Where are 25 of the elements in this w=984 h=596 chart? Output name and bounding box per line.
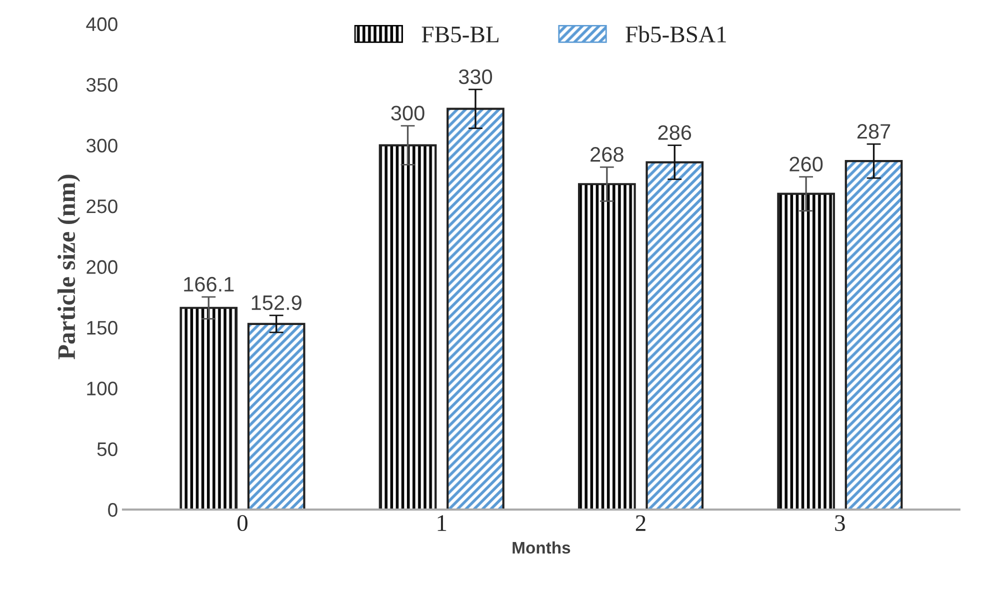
y-tick-label: 100 bbox=[87, 382, 118, 396]
data-label: 166.1 bbox=[184, 276, 234, 292]
data-label: 330 bbox=[458, 69, 492, 84]
x-tick-label: 1 bbox=[438, 515, 446, 531]
y-tick-label: 250 bbox=[86, 199, 118, 214]
legend-label: FB5-BL bbox=[422, 26, 498, 42]
data-label: 152.9 bbox=[252, 295, 302, 310]
y-tick-label: 50 bbox=[97, 442, 118, 456]
data-label: 286 bbox=[658, 125, 692, 140]
y-tick-label: 150 bbox=[87, 320, 118, 335]
data-label: 287 bbox=[857, 124, 890, 139]
y-tick-label: 400 bbox=[86, 17, 118, 32]
y-tick-label: 350 bbox=[86, 78, 118, 92]
y-tick-label: 0 bbox=[108, 503, 118, 517]
x-axis-title: Months bbox=[512, 541, 570, 554]
y-axis-title: Particle size (nm) bbox=[57, 174, 80, 360]
y-tick-label: 200 bbox=[86, 260, 118, 274]
data-label: 268 bbox=[590, 147, 624, 162]
x-tick-label: 3 bbox=[835, 515, 845, 532]
x-tick-label: 2 bbox=[636, 515, 646, 531]
x-tick-label: 0 bbox=[237, 515, 248, 532]
legend-label: Fb5-BSA1 bbox=[626, 26, 726, 42]
data-label: 300 bbox=[391, 106, 424, 121]
y-tick-label: 300 bbox=[86, 138, 118, 153]
data-label: 260 bbox=[790, 156, 823, 172]
